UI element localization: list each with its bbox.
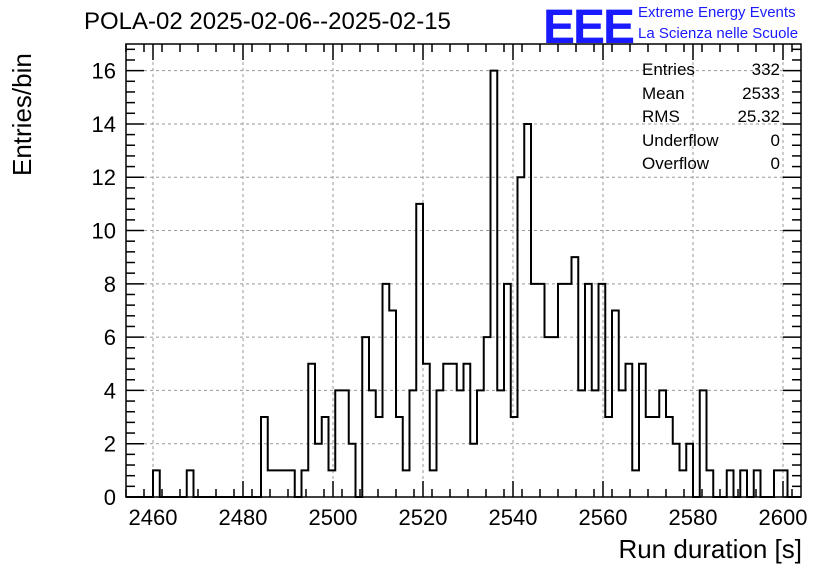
stats-row-mean: Mean 2533 (642, 82, 780, 106)
stats-mean-value: 2533 (742, 83, 780, 103)
stats-box: Entries 332 Mean 2533 RMS 25.32 Underflo… (642, 58, 780, 176)
histogram-series-line (126, 69, 801, 498)
x-axis-label: Run duration [s] (618, 534, 802, 564)
stats-mean-label: Mean (642, 83, 685, 103)
stats-row-rms: RMS 25.32 (642, 105, 780, 129)
y-tick-label: 2 (104, 432, 116, 457)
eee-logo: EEE (543, 1, 635, 54)
stats-rms-value: 25.32 (737, 107, 780, 126)
y-tick-label: 12 (92, 165, 116, 190)
chart-title: POLA-02 2025-02-06--2025-02-15 (84, 8, 451, 35)
x-tick-label: 2500 (309, 505, 358, 530)
y-tick-label: 14 (92, 112, 116, 137)
stats-overflow-label: Overflow (642, 154, 710, 173)
y-tick-label: 4 (104, 378, 116, 403)
stats-row-underflow: Underflow 0 (642, 129, 780, 153)
x-tick-label: 2600 (759, 505, 808, 530)
x-tick-label: 2580 (669, 505, 718, 530)
y-tick-label: 8 (104, 272, 116, 297)
stats-rms-label: RMS (642, 107, 680, 126)
stats-underflow-label: Underflow (642, 130, 719, 150)
x-tick-label: 2480 (219, 505, 268, 530)
stats-row-entries: Entries 332 (642, 58, 780, 82)
x-tick-label: 2540 (489, 505, 538, 530)
stats-underflow-value: 0 (770, 130, 780, 150)
logo-text-line2: La Scienza nelle Scuole (638, 25, 799, 42)
x-tick-label: 2460 (129, 505, 178, 530)
y-axis-label: Entries/bin (7, 53, 37, 176)
plot-frame (125, 43, 802, 498)
stats-row-overflow: Overflow 0 (642, 152, 780, 176)
y-tick-label: 16 (92, 59, 116, 84)
tick-labels: 2460 2480 2500 2520 2540 2560 2580 2600 0 2 4 6 8 10 1… (92, 59, 808, 530)
y-tick-label: 6 (104, 325, 116, 350)
logo-text-line1: Extreme Energy Events (638, 4, 796, 21)
stats-entries-label: Entries (642, 60, 695, 79)
axis-ticks (125, 44, 801, 498)
x-tick-label: 2560 (579, 505, 628, 530)
y-tick-label: 10 (92, 219, 116, 244)
x-tick-label: 2520 (399, 505, 448, 530)
stats-entries-value: 332 (751, 60, 780, 79)
y-tick-label: 0 (104, 485, 116, 510)
stats-overflow-value: 0 (770, 154, 780, 173)
